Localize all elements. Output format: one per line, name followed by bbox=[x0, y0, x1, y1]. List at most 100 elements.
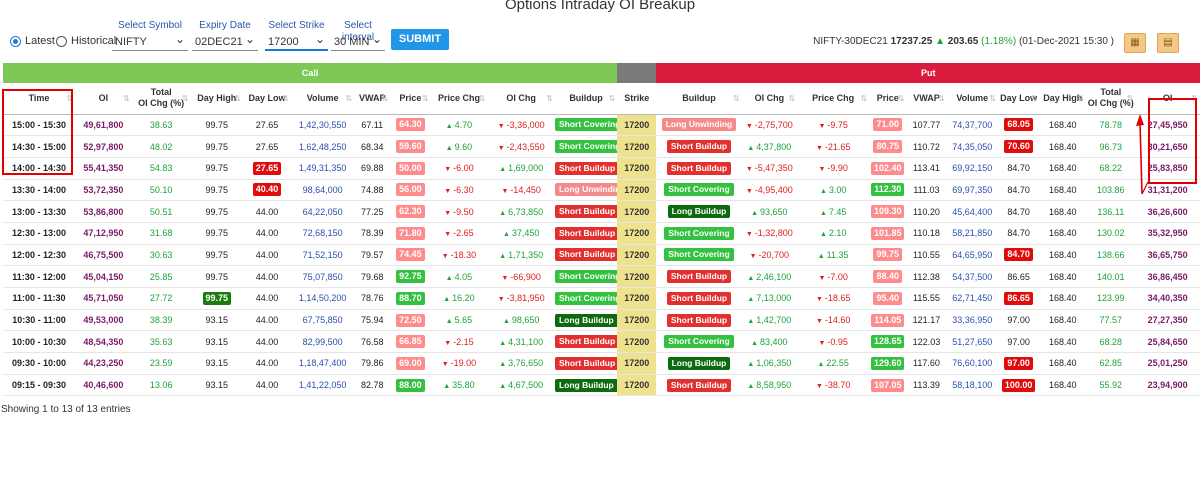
interval-select[interactable]: 30 MIN bbox=[331, 30, 385, 51]
put-price-chg-cell: -9.75 bbox=[797, 114, 870, 137]
put-day-low-cell: 84.70 bbox=[997, 200, 1040, 223]
put-price-chg-value: -7.00 bbox=[818, 272, 847, 282]
put-vwap-cell: 110.72 bbox=[906, 135, 947, 158]
call-price-value: 64.30 bbox=[396, 118, 425, 132]
put-volume-cell: 74,35,050 bbox=[946, 135, 998, 158]
col-call-price-chg[interactable]: Price Chg bbox=[430, 83, 488, 115]
put-vwap-cell: 111.03 bbox=[906, 179, 947, 202]
call-price-value: 69.00 bbox=[396, 356, 425, 370]
put-total-oi-chg-value: 68.22 bbox=[1099, 163, 1123, 174]
put-oi-chg-value: -4,95,400 bbox=[746, 185, 793, 195]
col-call-buildup[interactable]: Buildup bbox=[554, 83, 618, 115]
call-total-oi-chg-cell: 25.85 bbox=[131, 265, 191, 288]
put-vwap-cell: 112.38 bbox=[906, 265, 947, 288]
latest-label: Latest bbox=[25, 35, 55, 47]
col-call-day-high[interactable]: Day High bbox=[190, 83, 243, 115]
put-oi-value: 31,31,200 bbox=[1147, 184, 1188, 195]
put-volume-cell: 64,65,950 bbox=[946, 244, 998, 267]
call-buildup-cell: Short Covering bbox=[554, 287, 618, 310]
expiry-select[interactable]: 02DEC21 bbox=[192, 30, 258, 51]
call-day-high-cell: 99.75 bbox=[190, 265, 243, 288]
call-volume-cell: 82,99,500 bbox=[290, 330, 355, 354]
latest-radio[interactable]: Latest bbox=[10, 35, 55, 47]
strike-select[interactable]: 17200 bbox=[265, 30, 328, 51]
put-price-chg-value: -18.65 bbox=[816, 293, 850, 303]
put-oi-cell: 36,65,750 bbox=[1135, 244, 1200, 267]
put-total-oi-chg-cell: 138.66 bbox=[1086, 244, 1136, 267]
call-oi-chg-cell: -2,43,550 bbox=[487, 135, 555, 158]
call-oi-cell: 52,97,800 bbox=[75, 135, 132, 158]
put-oi-value: 27,45,950 bbox=[1147, 119, 1188, 130]
put-price-value: 88.40 bbox=[873, 270, 902, 284]
col-call-oi-chg[interactable]: OI Chg bbox=[487, 83, 555, 115]
put-oi-value: 25,83,850 bbox=[1147, 163, 1188, 174]
col-call-total-oi-chg[interactable]: Total OI Chg (%) bbox=[131, 83, 191, 115]
call-day-low-value: 44.00 bbox=[255, 228, 279, 239]
submit-button[interactable]: SUBMIT bbox=[391, 29, 449, 50]
symbol-select[interactable]: NIFTY bbox=[112, 30, 188, 51]
call-volume-cell: 1,42,30,550 bbox=[290, 114, 355, 137]
call-oi-chg-cell: 4,67,500 bbox=[487, 374, 555, 397]
put-day-high-cell: 168.40 bbox=[1039, 135, 1087, 158]
put-total-oi-chg-cell: 62.85 bbox=[1086, 352, 1136, 375]
call-vwap-cell: 78.39 bbox=[354, 222, 391, 245]
call-total-oi-chg-cell: 35.63 bbox=[131, 330, 191, 354]
col-put-oi-chg[interactable]: OI Chg bbox=[741, 83, 798, 115]
call-day-low-value: 44.00 bbox=[255, 358, 279, 369]
call-buildup-badge: Short Buildup bbox=[554, 161, 618, 175]
strike-cell: 17200 bbox=[617, 309, 657, 332]
pdf-export-button[interactable]: ▤ bbox=[1157, 33, 1179, 53]
call-price-value: 74.45 bbox=[396, 248, 425, 262]
call-total-oi-chg-cell: 31.68 bbox=[131, 222, 191, 245]
col-time[interactable]: Time bbox=[3, 83, 75, 115]
put-price-chg-cell: -18.65 bbox=[797, 287, 870, 310]
put-vwap-value: 107.77 bbox=[912, 119, 941, 130]
arrow-head bbox=[1136, 114, 1144, 126]
call-vwap-value: 78.76 bbox=[360, 293, 384, 304]
col-put-total-oi-chg[interactable]: Total OI Chg (%) bbox=[1086, 83, 1136, 115]
call-total-oi-chg-cell: 54.83 bbox=[131, 157, 191, 180]
historical-radio[interactable]: Historical bbox=[56, 35, 116, 47]
col-put-price[interactable]: Price bbox=[869, 83, 907, 115]
put-total-oi-chg-cell: 103.86 bbox=[1086, 179, 1136, 202]
put-oi-value: 36,26,600 bbox=[1147, 206, 1188, 217]
excel-export-button[interactable]: ▦ bbox=[1124, 33, 1146, 53]
call-day-low-cell: 44.00 bbox=[242, 374, 291, 397]
call-volume-value: 67,75,850 bbox=[302, 315, 343, 326]
col-call-oi[interactable]: OI bbox=[75, 83, 132, 115]
col-put-day-low[interactable]: Day Low bbox=[997, 83, 1040, 115]
put-oi-value: 36,86,450 bbox=[1147, 271, 1188, 282]
col-put-day-high[interactable]: Day High bbox=[1039, 83, 1087, 115]
put-price-cell: 128.65 bbox=[869, 330, 907, 354]
call-total-oi-chg-value: 50.10 bbox=[149, 184, 173, 195]
call-oi-value: 55,41,350 bbox=[83, 163, 124, 174]
call-day-high-value: 99.75 bbox=[205, 228, 229, 239]
call-day-high-cell: 99.75 bbox=[190, 244, 243, 267]
call-total-oi-chg-value: 23.59 bbox=[149, 358, 173, 369]
col-put-price-chg[interactable]: Price Chg bbox=[797, 83, 870, 115]
call-price-value: 59.60 bbox=[396, 140, 425, 154]
call-oi-value: 49,61,800 bbox=[83, 119, 124, 130]
col-call-price[interactable]: Price bbox=[390, 83, 431, 115]
put-oi-cell: 25,01,250 bbox=[1135, 352, 1200, 375]
put-vwap-value: 113.41 bbox=[913, 163, 940, 174]
col-call-volume[interactable]: Volume bbox=[290, 83, 355, 115]
call-oi-chg-cell: 3,76,650 bbox=[487, 352, 555, 375]
put-total-oi-chg-value: 55.92 bbox=[1099, 380, 1123, 391]
call-day-high-cell: 99.75 bbox=[190, 222, 243, 245]
col-put-buildup[interactable]: Buildup bbox=[656, 83, 742, 115]
strike-value: 17200 bbox=[624, 141, 650, 152]
call-volume-value: 98,64,000 bbox=[302, 184, 343, 195]
col-call-day-low[interactable]: Day Low bbox=[242, 83, 291, 115]
put-oi-chg-cell: 83,400 bbox=[741, 330, 798, 354]
radio-unchecked-icon bbox=[56, 35, 67, 47]
col-put-volume[interactable]: Volume bbox=[946, 83, 998, 115]
call-oi-value: 48,54,350 bbox=[83, 336, 124, 347]
call-oi-chg-cell: 1,69,000 bbox=[487, 157, 555, 180]
call-oi-chg-value: 98,650 bbox=[503, 315, 539, 325]
col-put-vwap[interactable]: VWAP bbox=[906, 83, 947, 115]
call-price-chg-cell: 5.65 bbox=[430, 309, 488, 332]
call-price-cell: 59.60 bbox=[390, 135, 431, 158]
col-call-vwap[interactable]: VWAP bbox=[354, 83, 391, 115]
put-total-oi-chg-value: 62.85 bbox=[1099, 358, 1123, 369]
